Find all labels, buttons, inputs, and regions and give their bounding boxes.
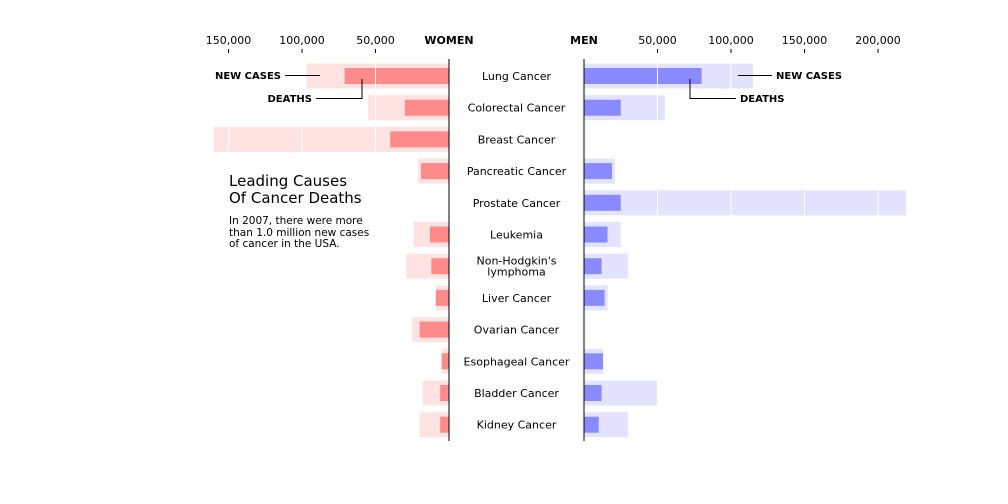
women-deaths-bar xyxy=(440,385,449,401)
men-tick-label: 200,000 xyxy=(855,34,901,47)
men-tick-label: 100,000 xyxy=(708,34,754,47)
women-deaths-bar xyxy=(404,99,449,116)
women-deaths-bar xyxy=(421,163,449,180)
category-label: Colorectal Cancer xyxy=(468,102,566,115)
category-label: Prostate Cancer xyxy=(473,197,561,210)
women-tick-label: 150,000 xyxy=(206,34,252,47)
women-deaths-bar xyxy=(441,353,449,370)
men-tick-label: 50,000 xyxy=(638,34,677,47)
chart-title-block: Leading Causes Of Cancer Deaths In 2007,… xyxy=(229,173,449,251)
category-label: Pancreatic Cancer xyxy=(467,165,567,178)
men-tick-label: 150,000 xyxy=(782,34,828,47)
deaths-leader-left xyxy=(316,79,363,99)
category-label: Kidney Cancer xyxy=(477,419,557,432)
women-deaths-bar xyxy=(435,289,449,306)
men-deaths-bar xyxy=(584,163,612,180)
men-deaths-bar xyxy=(584,258,602,275)
chart-subtitle: In 2007, there were more than 1.0 millio… xyxy=(229,215,370,250)
women-side-title: WOMEN xyxy=(424,34,473,47)
women-tick-label: 50,000 xyxy=(356,34,395,47)
axes-layer: 150,000 100,000 50,000 50,000 100,000 150,000… xyxy=(206,34,901,441)
category-label: Breast Cancer xyxy=(478,133,556,146)
women-deaths-bar xyxy=(419,321,449,338)
men-deaths-bar xyxy=(584,99,621,116)
grid-layer xyxy=(228,59,879,441)
men-deaths-bar xyxy=(584,226,608,243)
men-deaths-bar xyxy=(584,385,602,401)
men-deaths-bar xyxy=(584,68,702,84)
new-cases-annotation-right: NEW CASES xyxy=(776,71,842,82)
deaths-annotation-left: DEATHS xyxy=(268,94,313,105)
women-deaths-bar xyxy=(344,68,449,84)
labels-layer: Lung Cancer Colorectal Cancer Breast Cance… xyxy=(464,70,570,432)
category-label: Ovarian Cancer xyxy=(474,324,560,337)
category-label: Liver Cancer xyxy=(482,292,552,305)
women-deaths-bar xyxy=(429,226,449,243)
men-new-cases-bar xyxy=(584,190,906,216)
men-deaths-bar xyxy=(584,416,599,433)
women-deaths-bar xyxy=(431,258,449,275)
category-label: Bladder Cancer xyxy=(474,387,559,400)
category-label: Esophageal Cancer xyxy=(464,355,570,368)
bars-layer xyxy=(213,63,906,438)
men-side-title: MEN xyxy=(570,34,598,47)
women-deaths-bar xyxy=(440,416,449,433)
category-label: Non-Hodgkin's lymphoma xyxy=(476,255,556,279)
category-label: Leukemia xyxy=(490,229,543,242)
women-deaths-bar xyxy=(390,131,449,148)
deaths-leader-right xyxy=(689,79,736,99)
chart-title: Leading Causes Of Cancer Deaths xyxy=(229,172,362,207)
men-deaths-bar xyxy=(584,353,604,370)
men-deaths-bar xyxy=(584,289,605,306)
men-deaths-bar xyxy=(584,194,621,211)
deaths-annotation-right: DEATHS xyxy=(740,94,785,105)
annotations-layer: NEW CASES DEATHS NEW CASES DEATHS xyxy=(215,71,842,105)
category-label: Lung Cancer xyxy=(482,70,552,83)
new-cases-annotation-left: NEW CASES xyxy=(215,71,281,82)
women-tick-label: 100,000 xyxy=(279,34,325,47)
